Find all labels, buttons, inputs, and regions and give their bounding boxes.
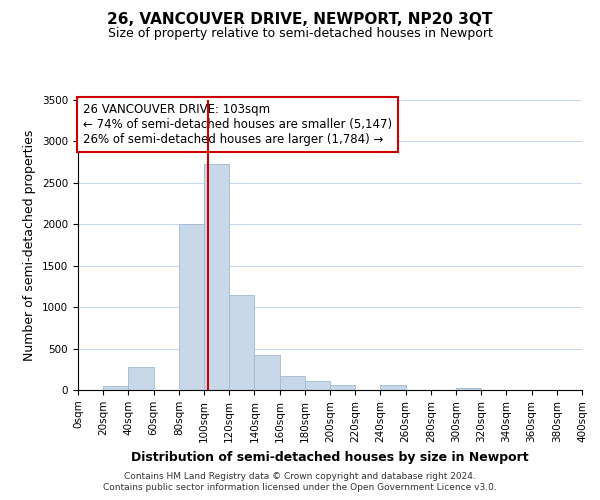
Bar: [103, 386, 128, 390]
Text: 26, VANCOUVER DRIVE, NEWPORT, NP20 3QT: 26, VANCOUVER DRIVE, NEWPORT, NP20 3QT: [107, 12, 493, 28]
Bar: [380, 386, 406, 390]
Bar: [330, 384, 355, 390]
Text: Contains public sector information licensed under the Open Government Licence v3: Contains public sector information licen…: [103, 484, 497, 492]
Bar: [204, 164, 229, 390]
Bar: [128, 367, 154, 390]
Bar: [229, 294, 254, 390]
Text: 26 VANCOUVER DRIVE: 103sqm
← 74% of semi-detached houses are smaller (5,147)
26%: 26 VANCOUVER DRIVE: 103sqm ← 74% of semi…: [83, 103, 392, 146]
Text: Contains HM Land Registry data © Crown copyright and database right 2024.: Contains HM Land Registry data © Crown c…: [124, 472, 476, 481]
Y-axis label: Number of semi-detached properties: Number of semi-detached properties: [23, 130, 37, 360]
Bar: [305, 381, 330, 390]
Text: Distribution of semi-detached houses by size in Newport: Distribution of semi-detached houses by …: [131, 451, 529, 464]
Bar: [179, 224, 204, 390]
Bar: [456, 388, 481, 390]
Bar: [254, 355, 280, 390]
Text: Size of property relative to semi-detached houses in Newport: Size of property relative to semi-detach…: [107, 28, 493, 40]
Bar: [280, 376, 305, 390]
